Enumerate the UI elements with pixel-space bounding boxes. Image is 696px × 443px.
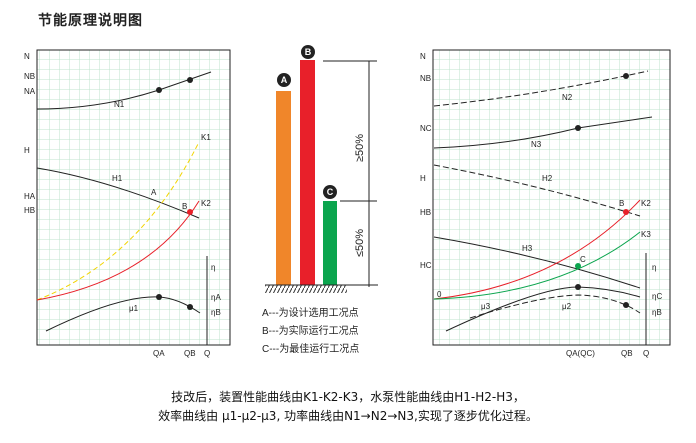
label-n3: N3 bbox=[531, 140, 542, 149]
curve-mu1 bbox=[45, 296, 201, 332]
badge-b bbox=[301, 45, 315, 59]
label-k3: K3 bbox=[641, 230, 651, 239]
curve-k1 bbox=[36, 141, 200, 301]
label-eta-b: ηB bbox=[652, 308, 662, 317]
ground-hatching bbox=[265, 285, 347, 293]
label-mu2: μ2 bbox=[562, 302, 572, 311]
label-eta-b: ηB bbox=[211, 308, 221, 317]
bar-b bbox=[300, 60, 315, 285]
curve-h1 bbox=[36, 167, 200, 219]
label-eta-a: ηA bbox=[211, 293, 221, 302]
curve-n2 bbox=[433, 70, 649, 107]
label-h: H bbox=[24, 146, 30, 155]
right-chart: N NB NC H HB HC QA(QC) QB Q η ηC ηB N2 N… bbox=[420, 49, 671, 358]
curve-n3 bbox=[433, 116, 653, 149]
curve-k2 bbox=[433, 199, 641, 300]
point-eta-c bbox=[575, 284, 581, 290]
label-q: Q bbox=[643, 349, 649, 358]
label-mu3: μ3 bbox=[481, 302, 491, 311]
bar-c bbox=[323, 201, 337, 285]
badge-c bbox=[323, 185, 337, 199]
badge-a-label: A bbox=[281, 75, 288, 85]
point-nc bbox=[575, 125, 581, 131]
label-a: A bbox=[151, 188, 157, 197]
point-eta-a bbox=[156, 294, 162, 300]
label-h2: H2 bbox=[542, 174, 553, 183]
label-hb: HB bbox=[420, 208, 431, 217]
label-eta: η bbox=[211, 263, 215, 272]
label-n: N bbox=[24, 52, 30, 61]
bar-comparison: A B C ≥50% ≤50% A---为设计选用工况点 B---为实际运行工况… bbox=[262, 45, 378, 355]
point-b bbox=[187, 209, 193, 215]
label-nc: NC bbox=[420, 124, 432, 133]
label-q: Q bbox=[204, 349, 210, 358]
curve-mu2 bbox=[469, 294, 641, 319]
label-origin: 0 bbox=[437, 290, 442, 299]
label-eta-c: ηC bbox=[652, 292, 662, 301]
label-n1: N1 bbox=[114, 100, 125, 109]
badge-b-label: B bbox=[305, 47, 312, 57]
curve-h3 bbox=[433, 236, 641, 289]
label-qa-qc: QA(QC) bbox=[566, 349, 595, 358]
label-c: C bbox=[580, 255, 586, 264]
point-nb bbox=[187, 77, 193, 83]
label-h3: H3 bbox=[522, 244, 533, 253]
label-nb: NB bbox=[24, 72, 35, 81]
label-h1: H1 bbox=[112, 174, 123, 183]
curve-k2 bbox=[36, 200, 200, 301]
label-qb: QB bbox=[184, 349, 196, 358]
label-h: H bbox=[420, 174, 426, 183]
badge-c-label: C bbox=[327, 187, 334, 197]
label-hc: HC bbox=[420, 261, 432, 270]
label-n: N bbox=[420, 52, 426, 61]
label-hb: HB bbox=[24, 206, 35, 215]
legend-b: B---为实际运行工况点 bbox=[262, 324, 359, 337]
point-eta-b bbox=[187, 304, 193, 310]
bar-a bbox=[276, 91, 291, 285]
label-k2: K2 bbox=[641, 199, 651, 208]
label-mu1: μ1 bbox=[129, 304, 139, 313]
point-b bbox=[623, 209, 629, 215]
point-nb bbox=[623, 73, 629, 79]
label-na: NA bbox=[24, 87, 36, 96]
label-b: B bbox=[182, 202, 187, 211]
label-qb: QB bbox=[621, 349, 633, 358]
label-k2: K2 bbox=[201, 199, 211, 208]
curve-k3 bbox=[433, 231, 641, 300]
point-eta-b bbox=[623, 302, 629, 308]
caption-line-2: 效率曲线由 μ1-μ2-μ3, 功率曲线由N1→N2→N3,实现了逐步优化过程。 bbox=[158, 409, 538, 423]
label-k1: K1 bbox=[201, 133, 211, 142]
badge-a bbox=[277, 73, 291, 87]
label-nb: NB bbox=[420, 74, 431, 83]
legend-a: A---为设计选用工况点 bbox=[262, 306, 359, 319]
left-chart: N NB NA H HA HB QA QB Q η ηA ηB N1 H1 K1… bbox=[24, 49, 231, 358]
lower-percent: ≤50% bbox=[354, 229, 366, 257]
caption-line-1: 技改后，装置性能曲线由K1-K2-K3，水泵性能曲线由H1-H2-H3， bbox=[171, 390, 525, 404]
label-b: B bbox=[619, 199, 624, 208]
page-title: 节能原理说明图 bbox=[38, 13, 143, 29]
point-na bbox=[156, 87, 162, 93]
label-eta: η bbox=[652, 263, 656, 272]
upper-percent: ≥50% bbox=[354, 134, 366, 162]
point-c bbox=[575, 263, 581, 269]
label-ha: HA bbox=[24, 192, 36, 201]
label-qa: QA bbox=[153, 349, 165, 358]
label-n2: N2 bbox=[562, 93, 573, 102]
legend-c: C---为最佳运行工况点 bbox=[262, 342, 359, 355]
curve-n1 bbox=[36, 71, 212, 110]
